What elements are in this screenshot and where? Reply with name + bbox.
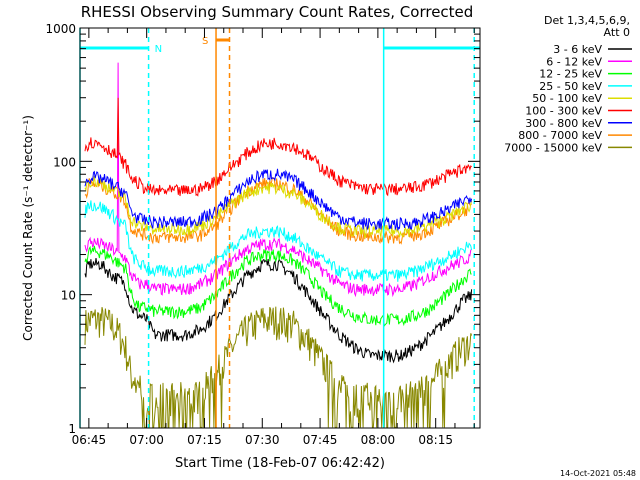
legend-entry-label: 25 - 50 keV xyxy=(539,80,602,93)
legend-header-line: Det 1,3,4,5,6,9, xyxy=(544,14,630,27)
y-tick-label: 100 xyxy=(53,155,76,169)
y-tick-label: 10 xyxy=(61,289,76,303)
x-tick-label: 07:30 xyxy=(245,433,280,447)
legend-header-line: Att 0 xyxy=(604,26,630,39)
x-tick-label: 07:45 xyxy=(303,433,338,447)
x-tick-label: 08:15 xyxy=(418,433,453,447)
x-axis-label: Start Time (18-Feb-07 06:42:42) xyxy=(175,456,385,471)
legend-entry-label: 50 - 100 keV xyxy=(532,92,602,105)
timestamp: 14-Oct-2021 05:48 xyxy=(560,469,636,478)
x-tick-label: 06:45 xyxy=(72,433,107,447)
series-line xyxy=(84,97,472,197)
y-tick-label: 1000 xyxy=(45,22,76,36)
series-line xyxy=(84,62,472,298)
legend-entry-label: 7000 - 15000 keV xyxy=(504,141,602,154)
flag-label-S: S xyxy=(202,36,208,47)
series-line xyxy=(84,168,473,231)
chart-title: RHESSI Observing Summary Count Rates, Co… xyxy=(81,3,474,21)
legend-entry-label: 3 - 6 keV xyxy=(553,43,602,56)
axes: 1 10 100 1000 06:45 07:00 07:15 07:30 07:45 08:00… xyxy=(45,22,480,447)
x-tick-label: 07:15 xyxy=(187,433,222,447)
legend-entry-label: 12 - 25 keV xyxy=(539,68,602,81)
legend-entry-label: 6 - 12 keV xyxy=(546,55,602,68)
legend-entry-label: 800 - 7000 keV xyxy=(518,129,602,142)
series-line xyxy=(84,176,473,245)
x-tick-label: 07:00 xyxy=(129,433,164,447)
series-line xyxy=(84,200,473,282)
legend-entry-label: 300 - 800 keV xyxy=(525,117,602,130)
legend-entry-label: 100 - 300 keV xyxy=(525,105,602,118)
observing-flags: NS xyxy=(80,36,480,55)
flag-label-N: N xyxy=(155,44,162,55)
y-axis-label: Corrected Count Rate (s⁻¹ detector⁻¹) xyxy=(21,115,35,341)
series-line xyxy=(84,245,472,328)
x-tick-label: 08:00 xyxy=(361,433,396,447)
series-line xyxy=(84,257,473,364)
y-tick-label: 1 xyxy=(68,422,76,436)
plot-frame xyxy=(79,27,481,429)
series-group xyxy=(84,62,473,428)
series-line xyxy=(84,306,473,428)
series-line xyxy=(84,175,473,239)
